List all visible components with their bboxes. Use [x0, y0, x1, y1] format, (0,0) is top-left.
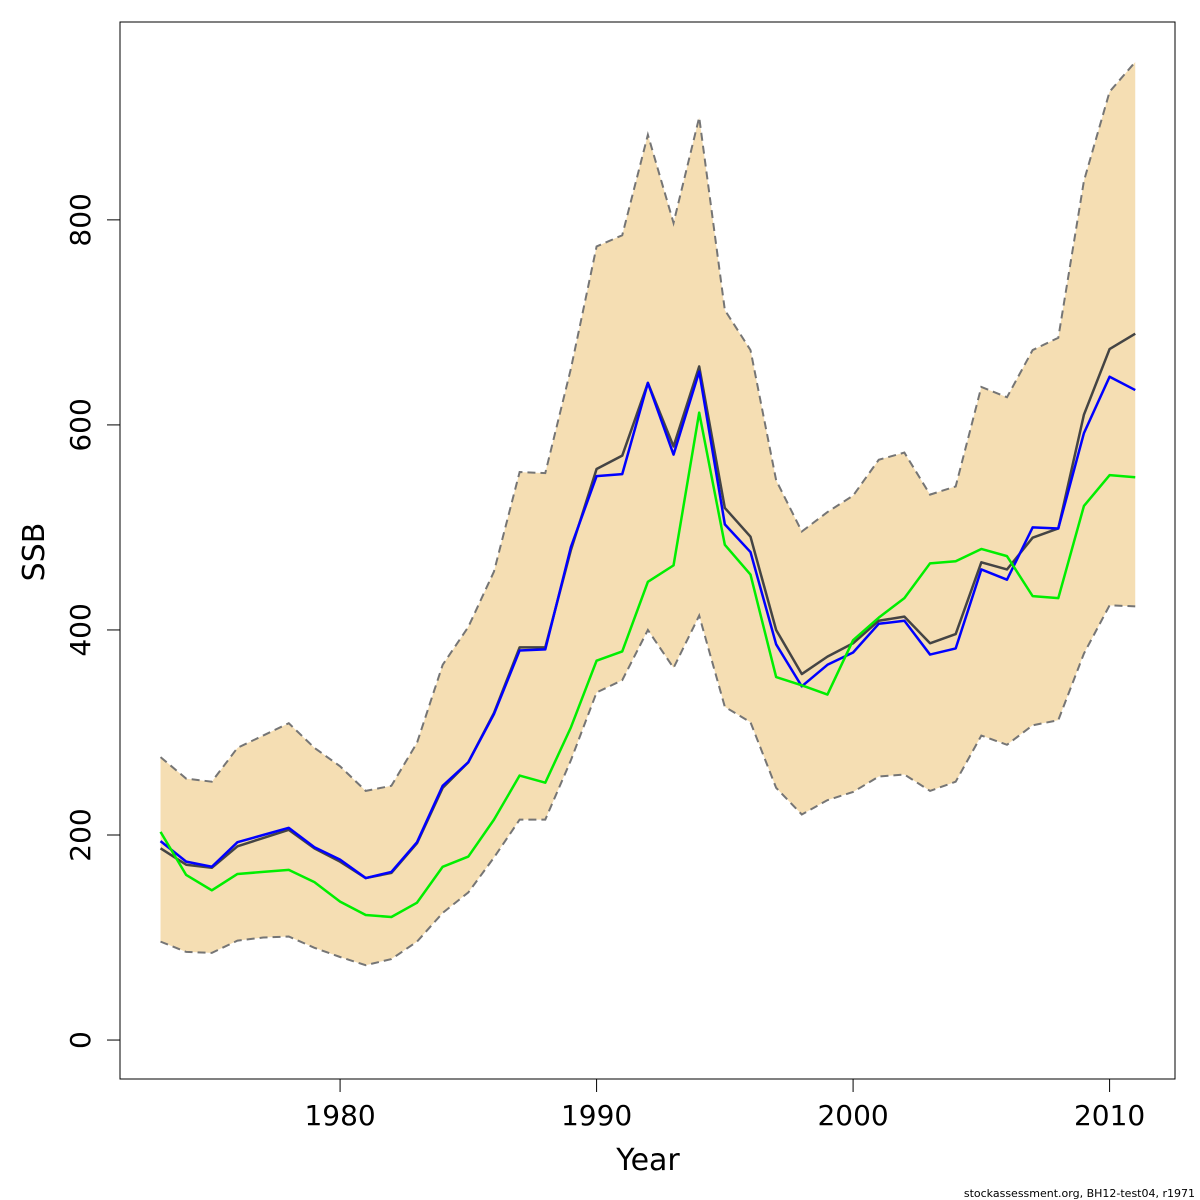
- confidence-band: [160, 61, 1136, 966]
- x-tick-label: 2000: [817, 1099, 888, 1132]
- band-edge: [160, 604, 1136, 967]
- x-axis-title: Year: [615, 1143, 680, 1178]
- y-tick-label: 600: [64, 398, 97, 451]
- y-tick-label: 400: [64, 603, 97, 656]
- band-edge: [159, 61, 1136, 792]
- y-axis-title: SSB: [17, 523, 52, 582]
- caption: stockassessment.org, BH12-test04, r1971: [964, 1187, 1195, 1200]
- series-line: [159, 411, 1136, 919]
- y-tick-label: 0: [64, 1031, 97, 1049]
- y-tick-label: 800: [64, 193, 97, 246]
- plot-frame: [119, 21, 1176, 1080]
- y-tick-label: 200: [64, 808, 97, 861]
- x-tick-label: 1990: [561, 1099, 632, 1132]
- series-line: [159, 370, 1136, 880]
- x-tick-label: 2010: [1074, 1099, 1145, 1132]
- x-tick-label: 1980: [304, 1099, 375, 1132]
- plot-layer: [159, 61, 1136, 967]
